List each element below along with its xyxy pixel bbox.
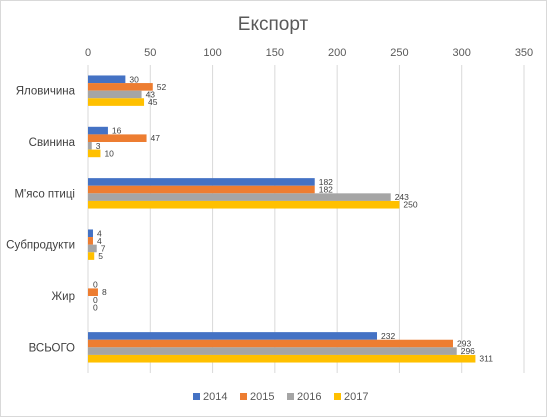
legend-label: 2017 xyxy=(344,391,368,403)
legend-label: 2014 xyxy=(203,391,227,403)
data-label: 4 xyxy=(97,236,102,246)
data-label: 250 xyxy=(403,200,417,210)
x-tick-label: 300 xyxy=(453,47,471,59)
data-label: 47 xyxy=(151,133,161,143)
legend-swatch xyxy=(193,393,200,400)
data-label: 45 xyxy=(148,97,158,107)
legend-label: 2016 xyxy=(297,391,321,403)
data-label: 10 xyxy=(104,148,114,158)
data-label: 296 xyxy=(461,346,475,356)
category-label: М'ясо птиці xyxy=(14,188,75,200)
bar xyxy=(88,75,126,84)
bars xyxy=(88,75,476,363)
category-label: ВСЬОГО xyxy=(29,342,75,354)
data-label: 232 xyxy=(381,331,395,341)
x-tick-label: 50 xyxy=(144,47,156,59)
bar xyxy=(88,98,145,106)
chart-title: Експорт xyxy=(238,14,309,35)
data-labels: 3052434516473101821822432504475080023229… xyxy=(93,74,493,363)
bar xyxy=(88,354,476,363)
bar xyxy=(88,142,92,150)
bar xyxy=(88,126,108,135)
x-tick-label: 350 xyxy=(515,47,533,59)
x-tick-label: 0 xyxy=(85,47,91,59)
legend-swatch xyxy=(334,393,341,400)
bar xyxy=(88,244,97,253)
bar xyxy=(88,149,101,158)
category-labels: Яловичина Свинина М'ясо птиці Субпродукти Жи… xyxy=(6,86,75,355)
bar xyxy=(88,193,391,201)
data-label: 311 xyxy=(479,354,493,364)
bar xyxy=(88,347,457,355)
legend-swatch xyxy=(240,393,247,400)
gridlines xyxy=(87,65,525,373)
bar xyxy=(88,237,93,245)
data-label: 52 xyxy=(157,82,167,92)
data-label: 182 xyxy=(319,177,333,187)
legend-swatch xyxy=(287,393,294,400)
bar xyxy=(88,332,378,340)
data-label: 182 xyxy=(319,185,333,195)
bar xyxy=(88,229,93,238)
category-label: Яловичина xyxy=(16,86,76,98)
data-label: 4 xyxy=(97,228,102,238)
bar xyxy=(88,252,95,260)
data-label: 5 xyxy=(98,251,103,261)
data-label: 3 xyxy=(96,141,101,151)
legend-label: 2015 xyxy=(250,391,274,403)
bar xyxy=(88,185,315,194)
data-label: 43 xyxy=(146,89,156,99)
legend: 2014 2015 2016 2017 xyxy=(193,391,368,403)
category-label: Субпродукти xyxy=(6,240,75,252)
data-label: 7 xyxy=(101,243,106,253)
data-label: 0 xyxy=(93,280,98,290)
x-tick-label: 150 xyxy=(266,47,284,59)
data-label: 0 xyxy=(93,295,98,305)
bar xyxy=(88,83,153,91)
category-label: Жир xyxy=(52,291,75,303)
data-label: 16 xyxy=(112,126,122,136)
x-tick-label: 100 xyxy=(203,47,221,59)
data-label: 0 xyxy=(93,302,98,312)
bar xyxy=(88,339,453,348)
bar xyxy=(88,288,98,296)
bar xyxy=(88,178,315,186)
data-label: 30 xyxy=(129,74,139,84)
data-label: 293 xyxy=(457,339,471,349)
bar xyxy=(88,200,400,209)
x-tick-label: 200 xyxy=(328,47,346,59)
x-axis-ticks: 0 50 100 150 200 250 300 350 xyxy=(85,47,533,59)
bar xyxy=(88,134,147,142)
data-label: 243 xyxy=(395,192,409,202)
data-label: 8 xyxy=(102,287,107,297)
bar xyxy=(88,90,142,99)
x-tick-label: 250 xyxy=(390,47,408,59)
category-label: Свинина xyxy=(29,137,76,149)
